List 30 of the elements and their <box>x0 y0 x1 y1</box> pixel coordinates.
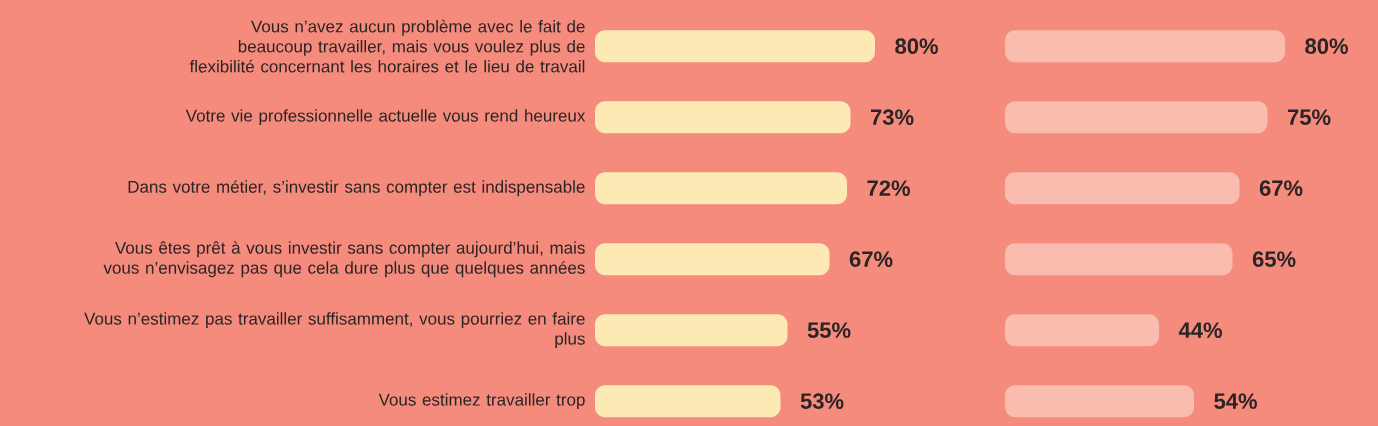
bar <box>1005 172 1240 205</box>
bar <box>595 172 848 205</box>
bar <box>595 101 851 134</box>
y-tick-label: Vous n’estimez pas travailler suffisamment, vous pourriez en faire plus <box>84 312 585 349</box>
bar <box>1005 30 1286 63</box>
data-label: 72% <box>867 180 910 196</box>
bar <box>1005 385 1195 418</box>
data-label: 80% <box>895 38 938 54</box>
data-label: 44% <box>1178 322 1222 338</box>
data-label: 55% <box>807 322 851 338</box>
y-tick-label: Vous êtes prêt à vous investir sans compter aujourd’hui, mais vous n’envisagez pas que cela dure plus que quelques années <box>103 241 585 278</box>
data-label: 65% <box>1252 251 1296 267</box>
bar <box>1005 314 1160 347</box>
bar <box>595 314 788 347</box>
data-label: 80% <box>1305 38 1348 54</box>
bar <box>595 30 876 63</box>
data-label: 67% <box>1259 180 1303 196</box>
bar <box>1005 243 1233 276</box>
data-label: 75% <box>1287 109 1331 125</box>
y-tick-label: Vous estimez travailler trop <box>378 393 585 410</box>
bar <box>1005 101 1268 134</box>
data-label: 67% <box>849 251 893 267</box>
data-label: 53% <box>800 393 844 409</box>
bar <box>595 243 830 276</box>
data-label: 73% <box>870 109 914 125</box>
bar <box>595 385 781 418</box>
y-tick-label: Dans votre métier, s’investir sans compter est indispensable <box>128 180 585 197</box>
y-tick-label: Vous n’avez aucun problème avec le fait de beaucoup travailler, mais vous voulez plus de flexibilité concernant les horaires et le lieu de travail <box>189 19 585 73</box>
data-label: 54% <box>1214 393 1257 409</box>
y-tick-label: Votre vie professionnelle actuelle vous rend heureux <box>185 109 586 126</box>
